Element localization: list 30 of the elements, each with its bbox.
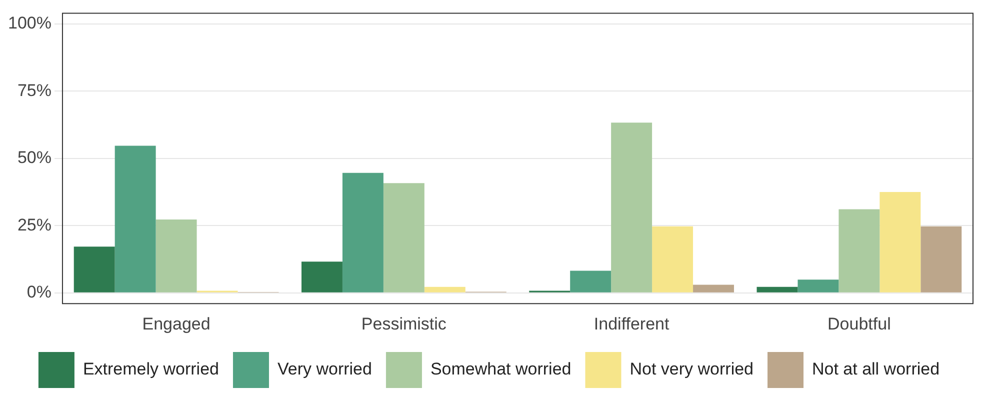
bar (74, 246, 115, 292)
bar (342, 172, 384, 292)
bar (693, 284, 734, 292)
bar (383, 183, 424, 292)
legend-label: Very worried (277, 360, 372, 379)
bar (838, 209, 880, 292)
y-tick-label: 75% (17, 80, 52, 100)
bar (570, 270, 612, 292)
legend-label: Not at all worried (812, 360, 940, 379)
bar (920, 226, 962, 292)
bar (611, 122, 652, 292)
x-tick-label: Indifferent (594, 314, 670, 334)
x-tick-label: Pessimistic (361, 314, 447, 334)
x-tick-label: Doubtful (828, 314, 891, 334)
x-tick-label: Engaged (142, 314, 210, 334)
bar (424, 286, 466, 292)
bar (798, 280, 839, 292)
bar (114, 146, 156, 292)
bar (756, 286, 798, 292)
y-tick-label: 100% (8, 14, 52, 33)
y-tick-label: 25% (17, 215, 52, 234)
legend-label: Not very worried (630, 360, 754, 379)
bar (301, 262, 342, 292)
y-tick-label: 0% (26, 282, 52, 302)
y-tick-label: 50% (17, 148, 52, 168)
bar (652, 226, 694, 292)
legend-label: Somewhat worried (430, 360, 572, 379)
bar (156, 219, 197, 292)
bar (880, 192, 921, 292)
legend-label: Extremely worried (82, 360, 219, 379)
